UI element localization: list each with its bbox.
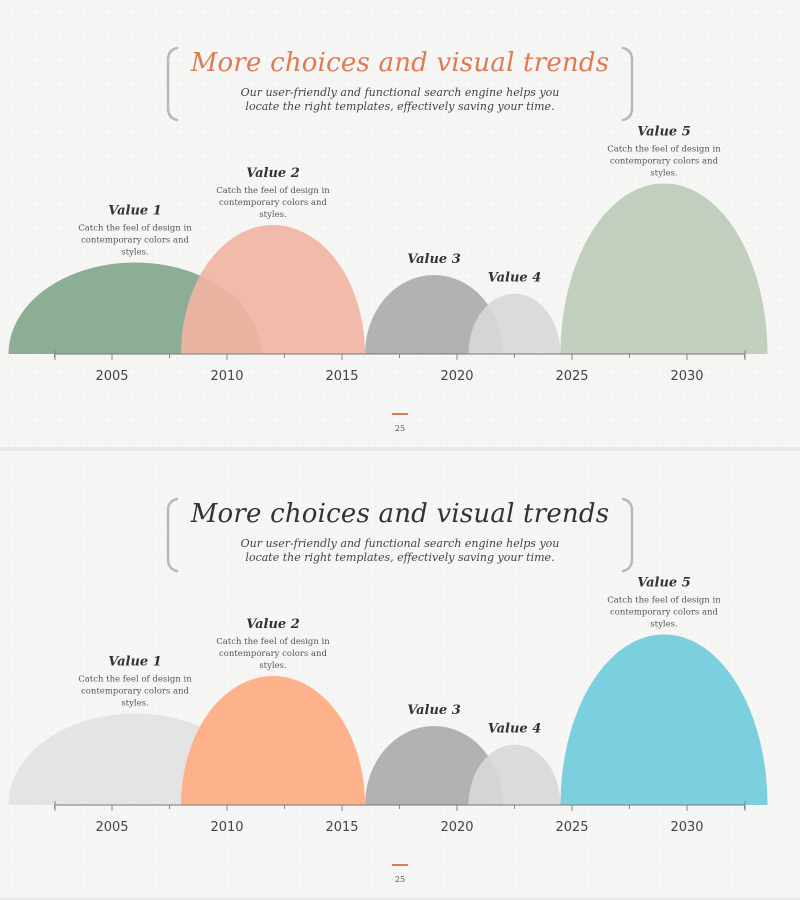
left-bracket-icon: [166, 497, 179, 573]
series-label-5: Value 5: [637, 124, 691, 139]
series-label-4: Value 4: [488, 271, 542, 286]
x-tick-label: 2020: [440, 369, 473, 384]
series-description-2: contemporary colors and: [219, 198, 327, 208]
series-label-1: Value 1: [108, 203, 162, 218]
series-description-5: contemporary colors and: [610, 607, 718, 617]
series-shape-4: [468, 744, 561, 805]
series-label-5: Value 5: [637, 575, 691, 590]
series-description-2: styles.: [259, 661, 286, 671]
right-bracket-icon: [621, 46, 634, 122]
series-description-5: Catch the feel of design in: [607, 595, 721, 605]
series-shape-3: [365, 725, 503, 805]
series-description-2: contemporary colors and: [219, 649, 327, 659]
series-description-1: Catch the feel of design in: [78, 223, 192, 233]
series-description-1: Catch the feel of design in: [78, 674, 192, 684]
x-tick-label: 2020: [440, 820, 473, 835]
page-number: 25: [394, 424, 406, 433]
right-bracket-icon: [621, 497, 634, 573]
page-number: 25: [394, 875, 406, 884]
series-label-3: Value 3: [407, 703, 461, 718]
series-description-1: styles.: [121, 698, 148, 708]
series-description-2: styles.: [259, 210, 286, 220]
series-label-4: Value 4: [488, 722, 542, 737]
slide-2: More choices and visual trends Our user-…: [0, 451, 800, 898]
x-tick-label: 2005: [95, 369, 128, 384]
series-description-2: Catch the feel of design in: [216, 186, 330, 196]
x-tick-label: 2025: [555, 820, 588, 835]
series-label-2: Value 2: [246, 617, 300, 632]
series-description-1: contemporary colors and: [81, 686, 189, 696]
series-shape-2: [181, 676, 365, 805]
trend-chart: Value 1 Catch the feel of design in contem…: [8, 124, 768, 384]
series-label-1: Value 1: [108, 654, 162, 669]
x-tick-label: 2010: [210, 820, 243, 835]
x-tick-label: 2030: [670, 369, 703, 384]
x-tick-label: 2010: [210, 369, 243, 384]
series-description-5: contemporary colors and: [610, 156, 718, 166]
series-shape-4: [468, 293, 561, 354]
left-bracket-icon: [166, 46, 179, 122]
series-shape-3: [365, 274, 503, 354]
series-description-2: Catch the feel of design in: [216, 637, 330, 647]
slide-subtitle: Our user-friendly and functional search …: [240, 537, 560, 564]
x-tick-label: 2030: [670, 820, 703, 835]
slide-title: More choices and visual trends: [190, 48, 610, 78]
slide-title: More choices and visual trends: [190, 499, 610, 529]
series-description-5: styles.: [650, 168, 677, 178]
x-tick-label: 2015: [325, 369, 358, 384]
x-tick-label: 2015: [325, 820, 358, 835]
slide-subtitle: Our user-friendly and functional search …: [240, 86, 560, 113]
series-description-1: styles.: [121, 247, 148, 257]
series-shape-5: [560, 183, 768, 354]
page-divider: [392, 864, 408, 866]
trend-chart: Value 1 Catch the feel of design in contem…: [8, 575, 768, 835]
x-tick-label: 2005: [95, 820, 128, 835]
series-description-5: Catch the feel of design in: [607, 144, 721, 154]
series-label-3: Value 3: [407, 252, 461, 267]
series-label-2: Value 2: [246, 166, 300, 181]
series-shape-5: [560, 634, 768, 805]
series-description-1: contemporary colors and: [81, 235, 189, 245]
x-tick-label: 2025: [555, 369, 588, 384]
slide-1: More choices and visual trends Our user-…: [0, 0, 800, 447]
page-divider: [392, 413, 408, 415]
series-description-5: styles.: [650, 619, 677, 629]
series-shape-2: [181, 225, 365, 354]
